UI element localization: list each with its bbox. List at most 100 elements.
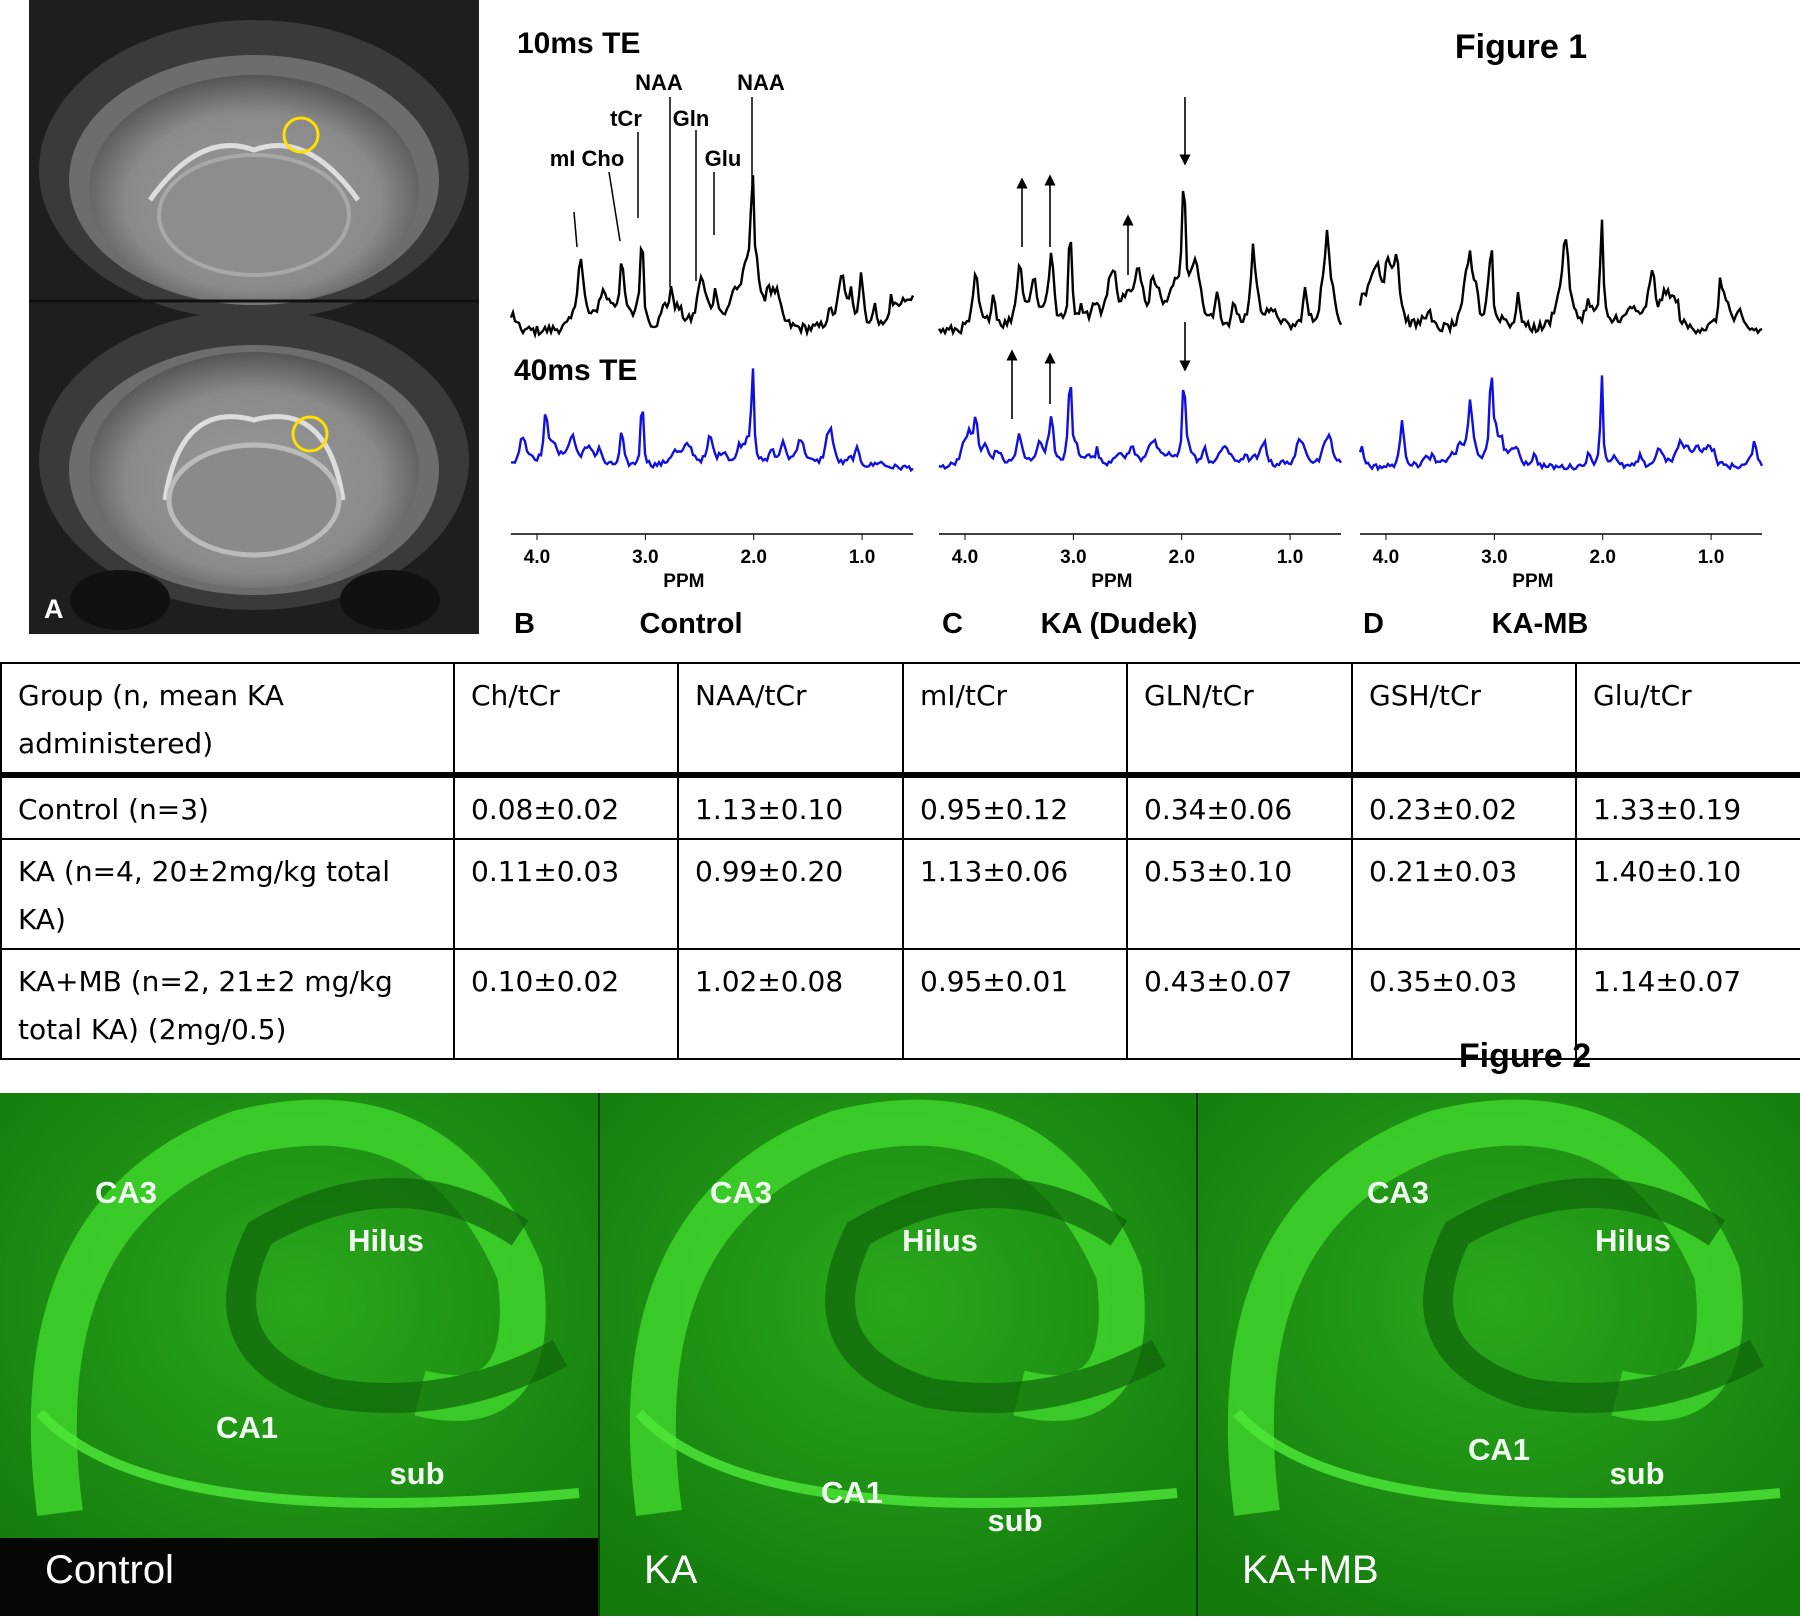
axis-label: PPM [663, 571, 704, 592]
tick-label: 2.0 [1169, 547, 1195, 568]
table-row: KA+MB (n=2, 21±2 mg/kg total KA) (2mg/0.… [0, 948, 1800, 1060]
peak-label: Gln [673, 106, 710, 131]
spectrum-trace [1358, 375, 1764, 472]
table-cell: 0.43±0.07 [1126, 948, 1353, 1060]
te-label: 40ms TE [514, 354, 637, 387]
dentate [825, 1178, 1167, 1413]
panel-letter: A [44, 594, 64, 624]
region-label: Hilus [348, 1223, 424, 1258]
region-label: CA3 [1367, 1175, 1429, 1210]
panel-name: KA (Dudek) [1041, 608, 1198, 640]
table-cell: 0.10±0.02 [453, 948, 679, 1060]
tick-label: 4.0 [1373, 547, 1399, 568]
region-label: sub [987, 1503, 1042, 1538]
region-label: CA3 [95, 1175, 157, 1210]
peak-label: mI Cho [550, 146, 625, 171]
table-cell: 0.99±0.20 [677, 838, 904, 950]
micrograph: KA CA3 Hilus CA1 sub [599, 1093, 1197, 1616]
micrograph-name: Control [45, 1548, 174, 1592]
table-cell: 0.95±0.01 [902, 948, 1128, 1060]
table-cell: Glu/tCr [1575, 662, 1800, 778]
table-cell: Control (n=3) [0, 774, 455, 840]
table-cell: 1.14±0.07 [1575, 948, 1800, 1060]
results-table: Group (n, mean KA administered) Ch/tCr NAA… [0, 662, 1800, 1060]
table-cell: GLN/tCr [1126, 662, 1353, 778]
table-row: Group (n, mean KA administered) Ch/tCr NAA… [0, 662, 1800, 778]
region-label: Hilus [1595, 1223, 1671, 1258]
table-cell: mI/tCr [902, 662, 1128, 778]
table-row: KA (n=4, 20±2mg/kg total KA) 0.11±0.03 0.9… [0, 838, 1800, 950]
spectrum-trace [1358, 219, 1763, 336]
axis-label: PPM [1512, 571, 1553, 592]
tick-label: 4.0 [524, 547, 550, 568]
table-cell: 0.53±0.10 [1126, 838, 1353, 950]
axis-label: PPM [1091, 571, 1132, 592]
spectrum-trace [510, 368, 914, 473]
te-label: 10ms TE [517, 27, 640, 60]
region-label: sub [389, 1456, 444, 1491]
region-label: CA3 [710, 1175, 772, 1210]
tick-label: 1.0 [1698, 547, 1724, 568]
dentate [1423, 1178, 1765, 1413]
region-label: CA1 [1468, 1432, 1530, 1467]
peak-label: NAA [737, 70, 785, 95]
table-cell: 1.40±0.10 [1575, 838, 1800, 950]
micrograph: Control CA3 Hilus CA1 sub [0, 1093, 599, 1616]
tick-label: 2.0 [741, 547, 767, 568]
table-cell: KA+MB (n=2, 21±2 mg/kg total KA) (2mg/0.… [0, 948, 455, 1060]
table-cell: 0.23±0.02 [1351, 774, 1577, 840]
region-label: CA1 [216, 1410, 278, 1445]
micrograph-name: KA+MB [1242, 1548, 1379, 1592]
table-cell: 1.02±0.08 [677, 948, 904, 1060]
table-cell: GSH/tCr [1351, 662, 1577, 778]
figure-title: Figure 1 [1455, 28, 1587, 66]
peak-label: Glu [705, 146, 742, 171]
table-cell: 0.11±0.03 [453, 838, 679, 950]
region-label: sub [1609, 1456, 1664, 1491]
table-cell: 1.33±0.19 [1575, 774, 1800, 840]
panel-letter: B [514, 608, 535, 640]
micrograph-name: KA [644, 1548, 698, 1592]
tick-label: 3.0 [1060, 547, 1086, 568]
table-cell: 0.08±0.02 [453, 774, 679, 840]
label-band [0, 1538, 599, 1616]
region-label: Hilus [902, 1223, 978, 1258]
table-cell: 1.13±0.06 [902, 838, 1128, 950]
table-cell: NAA/tCr [677, 662, 904, 778]
panel-name: Control [639, 608, 742, 640]
table-cell: 0.35±0.03 [1351, 948, 1577, 1060]
tick-label: 1.0 [849, 547, 875, 568]
panel-letter: C [942, 608, 963, 640]
spectrum-trace [937, 190, 1343, 337]
panel-name: KA-MB [1492, 608, 1589, 640]
table-cell: 1.13±0.10 [677, 774, 904, 840]
table-row: Control (n=3) 0.08±0.02 1.13±0.10 0.95±0.12… [0, 774, 1800, 840]
region-label: CA1 [821, 1475, 883, 1510]
cell-layer [36, 1409, 580, 1508]
cell-layer [635, 1409, 1178, 1508]
peak-label: tCr [610, 106, 642, 131]
table-cell: 0.21±0.03 [1351, 838, 1577, 950]
tick-label: 3.0 [632, 547, 658, 568]
change-arrows [1006, 97, 1191, 419]
dentate [226, 1178, 568, 1413]
table-cell: KA (n=4, 20±2mg/kg total KA) [0, 838, 455, 950]
tick-label: 4.0 [952, 547, 978, 568]
cell-layer [1233, 1409, 1781, 1508]
tick-label: 3.0 [1481, 547, 1507, 568]
table-cell: Ch/tCr [453, 662, 679, 778]
spectrum-trace [509, 175, 915, 339]
peak-label: NAA [635, 70, 683, 95]
spectrum-trace [938, 386, 1342, 471]
tick-label: 2.0 [1590, 547, 1616, 568]
mri-images: A [29, 0, 479, 634]
panel-letter: D [1363, 608, 1384, 640]
peak-annotations: NAA NAA tCr Gln mI Cho Glu [550, 70, 785, 287]
micrograph: KA+MB CA3 Hilus CA1 sub [1197, 1093, 1800, 1616]
table-cell: 0.34±0.06 [1126, 774, 1353, 840]
table-cell: 0.95±0.12 [902, 774, 1128, 840]
table-cell: Group (n, mean KA administered) [0, 662, 455, 778]
tick-label: 1.0 [1277, 547, 1303, 568]
